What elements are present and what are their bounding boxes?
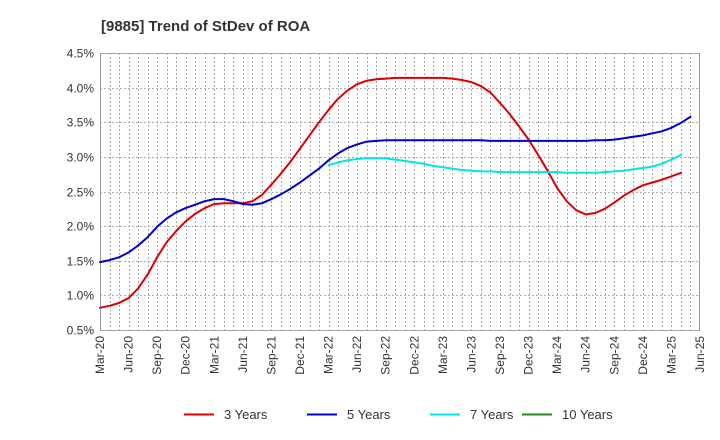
legend-item: 3 Years — [184, 407, 268, 422]
x-tick-label: Sep-23 — [493, 336, 507, 375]
x-tick-label: Jun-24 — [579, 336, 593, 373]
x-tick-label: Dec-24 — [636, 336, 650, 375]
legend-label: 5 Years — [347, 407, 391, 422]
x-tick-label: Jun-23 — [464, 336, 478, 373]
series-line-5-years — [99, 115, 692, 264]
series-lines — [99, 76, 692, 309]
x-tick-label: Jun-22 — [350, 336, 364, 373]
x-tick-label: Sep-21 — [264, 336, 278, 375]
x-tick-label: Jun-25 — [693, 336, 707, 373]
series-line-3-years — [99, 76, 682, 309]
y-tick-label: 3.5% — [67, 116, 95, 130]
legend-label: 7 Years — [470, 407, 514, 422]
chart-title: [9885] Trend of StDev of ROA — [101, 18, 310, 35]
x-tick-label: Dec-21 — [293, 336, 307, 375]
y-tick-label: 1.0% — [67, 289, 95, 303]
y-gridlines — [100, 53, 700, 331]
x-axis-tick-labels: Mar-20 Jun-20 Sep-20 Dec-20 Mar-21 Jun-21 Sep-… — [93, 336, 707, 375]
x-tick-label: Mar-22 — [322, 336, 336, 374]
x-tick-label: Dec-22 — [407, 336, 421, 375]
x-tick-label: Dec-23 — [522, 336, 536, 375]
legend-label: 3 Years — [224, 407, 268, 422]
x-tick-label: Mar-24 — [550, 336, 564, 374]
x-tick-label: Dec-20 — [179, 336, 193, 375]
y-axis-tick-labels: 0.5% 1.0% 1.5% 2.0% 2.5% 3.0% 3.5% 4.0% 4.5% — [67, 47, 95, 338]
x-tick-label: Sep-22 — [379, 336, 393, 375]
x-tick-label: Sep-24 — [607, 336, 621, 375]
x-tick-label: Mar-23 — [436, 336, 450, 374]
legend-item: 10 Years — [522, 407, 613, 422]
y-tick-label: 4.5% — [67, 47, 95, 61]
x-tick-label: Mar-25 — [664, 336, 678, 374]
y-tick-label: 0.5% — [67, 324, 95, 338]
x-tick-label: Jun-20 — [122, 336, 136, 373]
legend-item: 5 Years — [307, 407, 391, 422]
legend-item: 7 Years — [430, 407, 514, 422]
x-tick-label: Sep-20 — [150, 336, 164, 375]
y-tick-label: 2.5% — [67, 186, 95, 200]
y-tick-label: 2.0% — [67, 220, 95, 234]
x-tick-label: Jun-21 — [236, 336, 250, 373]
x-tick-label: Mar-20 — [93, 336, 107, 374]
legend: 3 Years 5 Years 7 Years 10 Years — [184, 407, 613, 422]
series-line-7-years — [327, 153, 682, 174]
legend-label: 10 Years — [562, 407, 613, 422]
y-tick-label: 3.0% — [67, 151, 95, 165]
x-tick-label: Mar-21 — [207, 336, 221, 374]
y-tick-label: 1.5% — [67, 255, 95, 269]
y-tick-label: 4.0% — [67, 82, 95, 96]
